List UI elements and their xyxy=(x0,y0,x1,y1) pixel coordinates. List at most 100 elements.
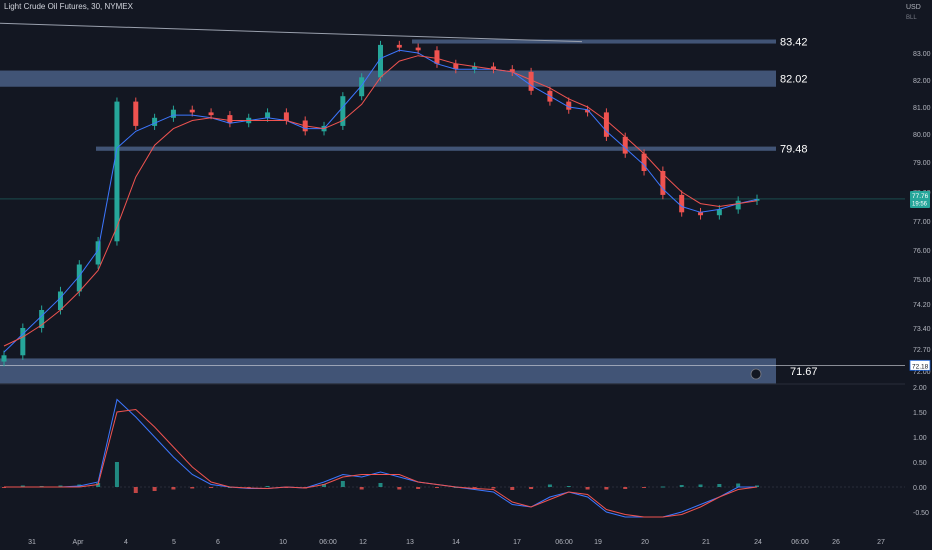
indicator-tick-label: 2.00 xyxy=(913,385,927,392)
ma-fast-line xyxy=(3,49,758,353)
histogram-bar xyxy=(359,487,364,490)
candle-body xyxy=(585,109,591,113)
symbol-title[interactable]: Light Crude Oil Futures, 30, NYMEX xyxy=(4,2,133,11)
price-tick-label: 81.00 xyxy=(913,105,931,112)
time-tick-label: 21 xyxy=(702,539,710,546)
histogram-bar xyxy=(397,487,402,490)
histogram-bar xyxy=(322,484,327,487)
zone-rect-82.02 xyxy=(0,70,776,87)
zone-rect-71.67 xyxy=(0,358,776,384)
price-tick-label: 79.00 xyxy=(913,160,931,167)
last-price-badge xyxy=(910,190,930,208)
unit-label: BLL xyxy=(906,15,917,21)
histogram-bar xyxy=(434,487,439,488)
candle-body xyxy=(378,44,383,78)
histogram-bar xyxy=(340,481,345,487)
price-tick-label: 77.00 xyxy=(913,219,931,226)
price-tick-label: 82.00 xyxy=(913,78,931,85)
candles-group xyxy=(1,40,760,367)
histogram-bar xyxy=(378,483,383,487)
time-tick-label: Apr xyxy=(73,539,85,546)
candle-body xyxy=(528,71,534,91)
candle-body xyxy=(566,101,572,110)
histogram-bar xyxy=(472,487,477,488)
histogram-bar xyxy=(755,485,759,487)
candle-body xyxy=(170,109,176,118)
time-tick-label: 10 xyxy=(279,539,287,546)
candle-body xyxy=(265,112,271,118)
indicator-tick-label: 1.00 xyxy=(913,435,927,442)
candle-body xyxy=(133,101,139,126)
time-tick-label: 31 xyxy=(28,539,36,546)
indicator-axis: 2.00 1.50 1.00 0.50 0.00 -0.50 xyxy=(913,385,929,517)
candle-body xyxy=(472,66,478,70)
time-tick-label: 06:00 xyxy=(319,539,337,546)
zone-label-79.48: 79.48 xyxy=(780,144,808,156)
currency-label: USD xyxy=(906,4,921,11)
time-tick-label: 17 xyxy=(513,539,521,546)
candle-body xyxy=(114,101,120,242)
histogram-bar xyxy=(566,486,571,487)
candle-body xyxy=(20,328,26,356)
candle-body xyxy=(660,171,666,195)
time-tick-label: 06:00 xyxy=(555,539,573,546)
signal-line xyxy=(4,408,758,518)
zone-rect-83.42 xyxy=(412,39,776,44)
time-axis: 31 Apr 4 5 6 10 06:00 12 13 14 17 06:00 19 20 21 24 06:0… xyxy=(28,539,885,546)
histogram-bar xyxy=(58,485,63,487)
marker-price-badge xyxy=(909,359,931,371)
last-price-label: 77.76 xyxy=(912,193,929,200)
marker-price-label: 72.18 xyxy=(912,363,929,370)
candle-body xyxy=(735,200,741,210)
histogram-bar xyxy=(416,487,421,489)
candle-body xyxy=(359,77,365,97)
histogram-bar xyxy=(133,487,138,493)
candle-body xyxy=(434,50,440,64)
candle-body xyxy=(716,209,722,216)
histogram-bar xyxy=(190,487,195,489)
candle-body xyxy=(95,241,101,265)
price-tick-label: 75.00 xyxy=(913,277,931,284)
candle-body xyxy=(208,112,214,116)
currency-unit-label[interactable]: USD BLL xyxy=(906,2,926,24)
alert-circle-icon xyxy=(750,368,762,380)
indicator-tick-label: 0.50 xyxy=(913,460,927,467)
candle-body xyxy=(227,115,233,124)
candle-body xyxy=(641,153,647,171)
indicator-tick-label: -0.50 xyxy=(913,510,929,517)
time-tick-label: 24 xyxy=(754,539,762,546)
histogram-group xyxy=(2,462,759,493)
candle-body xyxy=(283,112,289,121)
candle-body xyxy=(340,96,346,126)
histogram-bar xyxy=(660,486,665,488)
countdown-label: 19:56 xyxy=(912,201,928,207)
histogram-bar xyxy=(679,485,684,487)
price-tick-label: 72.70 xyxy=(913,347,931,354)
histogram-bar xyxy=(623,487,628,489)
histogram-bar xyxy=(152,487,157,491)
zone-rect-79.48 xyxy=(96,146,776,151)
time-tick-label: 06:00 xyxy=(791,539,809,546)
histogram-bar xyxy=(20,485,25,487)
time-tick-label: 13 xyxy=(406,539,414,546)
histogram-bar xyxy=(491,487,496,489)
histogram-bar xyxy=(717,484,722,487)
candle-body xyxy=(1,355,7,362)
candle-body xyxy=(453,63,459,70)
time-tick-label: 20 xyxy=(641,539,649,546)
time-tick-label: 19 xyxy=(594,539,602,546)
histogram-bar xyxy=(736,483,741,487)
histogram-bar xyxy=(510,487,515,490)
histogram-bar xyxy=(209,487,214,488)
zone-label-83.42: 83.42 xyxy=(780,37,808,49)
indicator-tick-label: 0.00 xyxy=(913,485,927,492)
candle-body xyxy=(39,310,45,328)
time-tick-label: 4 xyxy=(124,539,128,546)
candle-body xyxy=(415,47,421,51)
candle-body xyxy=(152,117,158,126)
histogram-bar xyxy=(171,487,176,490)
price-tick-label: 73.40 xyxy=(913,326,931,333)
histogram-bar xyxy=(642,487,647,488)
